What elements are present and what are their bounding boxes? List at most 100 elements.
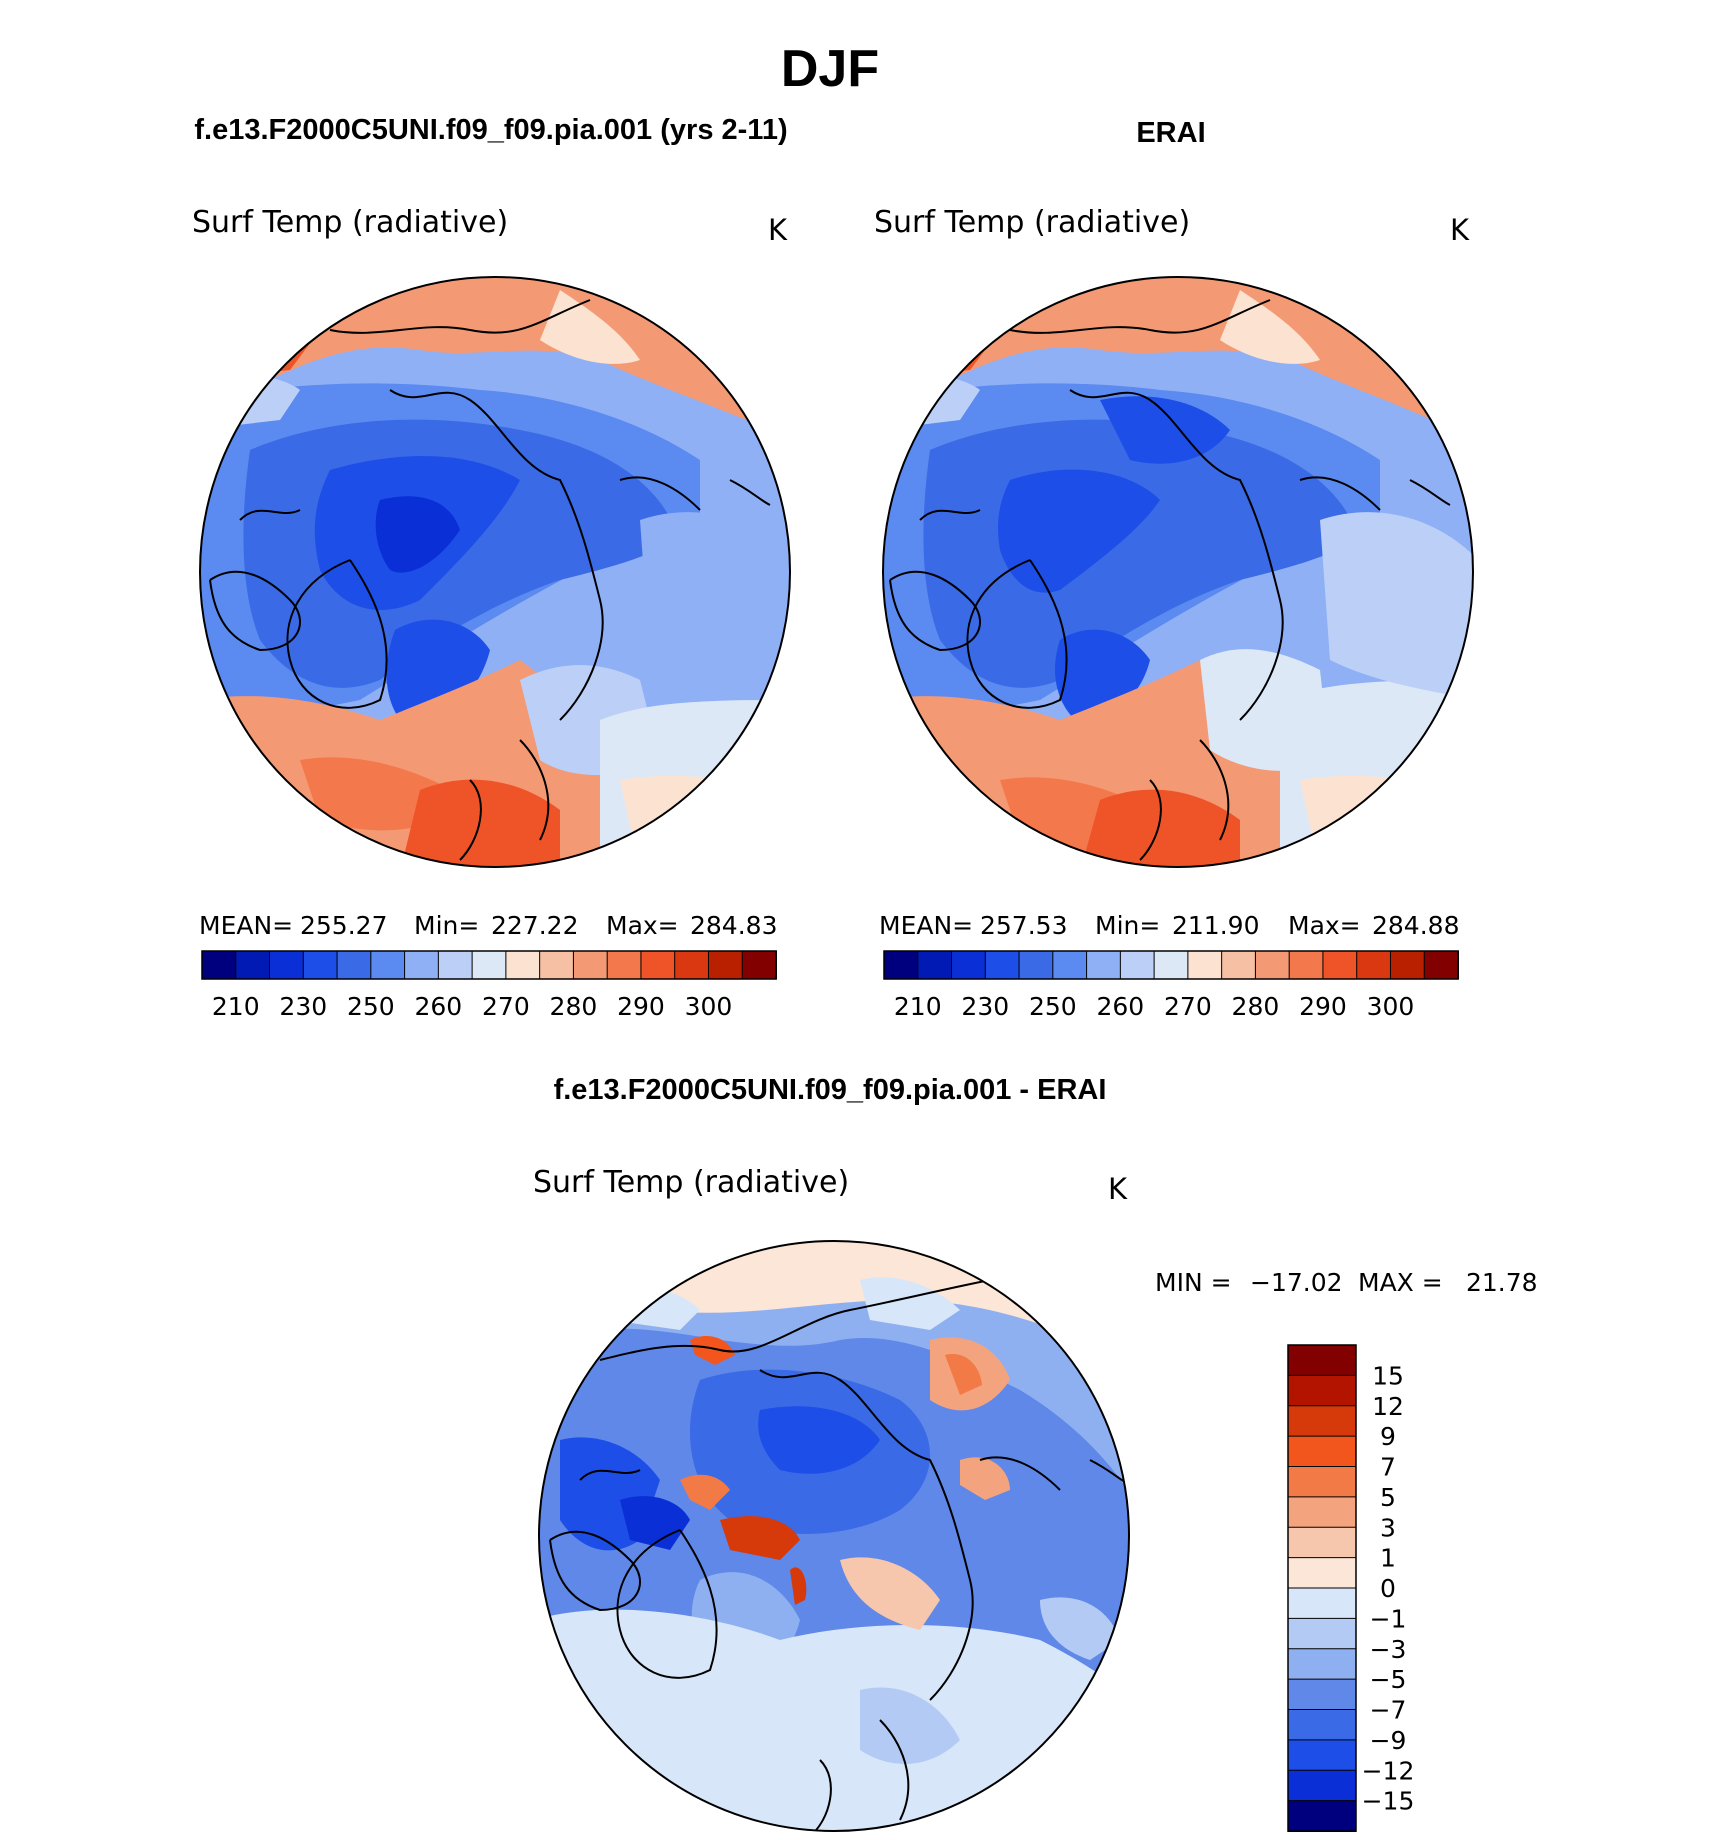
colorbar-tick-label: 7 bbox=[1380, 1453, 1396, 1482]
colorbar-swatch bbox=[572, 950, 609, 980]
obs-panel-header: ERAI bbox=[1136, 117, 1205, 149]
colorbar-swatch bbox=[1287, 1526, 1357, 1559]
colorbar-swatch bbox=[707, 950, 744, 980]
colorbar-swatch bbox=[606, 950, 642, 980]
colorbar-swatch bbox=[1423, 950, 1459, 980]
colorbar-tick-label: 270 bbox=[1164, 992, 1212, 1021]
model-mean-value: 255.27 bbox=[300, 911, 387, 940]
colorbar-tick-label: −12 bbox=[1362, 1756, 1415, 1785]
colorbar-tick-label: 230 bbox=[961, 992, 1009, 1021]
colorbar-tick-label: −5 bbox=[1370, 1665, 1407, 1694]
model-max-label: Max= bbox=[606, 911, 679, 940]
model-polar-map bbox=[199, 276, 791, 868]
colorbar-tick-label: 250 bbox=[1029, 992, 1077, 1021]
figure-title: DJF bbox=[781, 40, 879, 98]
colorbar-swatch bbox=[336, 950, 372, 980]
model-colorbar bbox=[201, 950, 777, 980]
colorbar-tick-label: −9 bbox=[1370, 1726, 1407, 1755]
colorbar-frame bbox=[883, 950, 1459, 980]
colorbar-swatch bbox=[302, 950, 339, 980]
colorbar-swatch bbox=[1287, 1617, 1357, 1650]
colorbar-tick-label: 12 bbox=[1372, 1392, 1404, 1421]
obs-polar-map bbox=[882, 276, 1474, 868]
colorbar-tick-label: −15 bbox=[1362, 1787, 1415, 1816]
colorbar-swatch bbox=[640, 950, 676, 980]
obs-max-label: Max= bbox=[1288, 911, 1361, 940]
colorbar-tick-label: −3 bbox=[1370, 1635, 1407, 1664]
colorbar-swatch bbox=[370, 950, 406, 980]
colorbar-swatch bbox=[235, 950, 271, 980]
colorbar-tick-label: 210 bbox=[894, 992, 942, 1021]
colorbar-swatch bbox=[951, 950, 987, 980]
colorbar-swatch bbox=[1287, 1405, 1357, 1438]
colorbar-swatch bbox=[1287, 1709, 1357, 1741]
colorbar-tick-label: 300 bbox=[685, 992, 733, 1021]
diff-max-label: MAX = bbox=[1358, 1268, 1443, 1297]
colorbar-swatch bbox=[1287, 1496, 1357, 1529]
diff-colorbar bbox=[1287, 1344, 1357, 1833]
colorbar-swatch bbox=[1187, 950, 1223, 980]
colorbar-swatch bbox=[269, 950, 305, 980]
colorbar-swatch bbox=[1287, 1374, 1357, 1407]
colorbar-swatch bbox=[1287, 1557, 1357, 1590]
colorbar-tick-label: −1 bbox=[1370, 1604, 1407, 1633]
model-max-value: 284.83 bbox=[690, 911, 777, 940]
colorbar-frame bbox=[201, 950, 777, 980]
diff-max-value: 21.78 bbox=[1466, 1268, 1538, 1297]
colorbar-swatch bbox=[201, 950, 237, 980]
colorbar-swatch bbox=[1287, 1739, 1357, 1772]
colorbar-swatch bbox=[539, 950, 575, 980]
obs-stats: MEAN= 257.53 Min= 211.90 Max= 284.88 bbox=[879, 911, 1459, 940]
colorbar-swatch bbox=[505, 950, 541, 980]
colorbar-swatch bbox=[404, 950, 440, 980]
colorbar-swatch bbox=[1287, 1678, 1357, 1711]
obs-min-label: Min= bbox=[1095, 911, 1160, 940]
diff-units-label: K bbox=[1108, 1172, 1128, 1206]
colorbar-swatch bbox=[1356, 950, 1392, 980]
colorbar-tick-label: 260 bbox=[414, 992, 462, 1021]
colorbar-swatch bbox=[1153, 950, 1189, 980]
diff-minmax: MIN = −17.02 MAX = 21.78 bbox=[1155, 1268, 1538, 1297]
diff-min-value: −17.02 bbox=[1250, 1268, 1343, 1297]
diff-variable-label: Surf Temp (radiative) bbox=[533, 1165, 849, 1200]
obs-min-value: 211.90 bbox=[1172, 911, 1259, 940]
colorbar-swatch bbox=[1254, 950, 1291, 980]
colorbar-tick-label: 3 bbox=[1380, 1513, 1396, 1542]
colorbar-tick-label: 250 bbox=[347, 992, 395, 1021]
colorbar-tick-label: 280 bbox=[550, 992, 598, 1021]
colorbar-tick-label: −7 bbox=[1370, 1696, 1407, 1725]
colorbar-tick-label: 210 bbox=[212, 992, 260, 1021]
colorbar-tick-label: 300 bbox=[1367, 992, 1415, 1021]
colorbar-tick-label: 230 bbox=[279, 992, 327, 1021]
colorbar-swatch bbox=[741, 950, 777, 980]
model-variable-label: Surf Temp (radiative) bbox=[192, 205, 508, 240]
diff-polar-map bbox=[538, 1240, 1130, 1832]
obs-mean-value: 257.53 bbox=[980, 911, 1067, 940]
diff-panel-header: f.e13.F2000C5UNI.f09_f09.pia.001 - ERAI bbox=[554, 1074, 1107, 1106]
colorbar-swatch bbox=[1287, 1587, 1357, 1620]
colorbar-swatch bbox=[1287, 1800, 1357, 1833]
colorbar-swatch bbox=[1052, 950, 1088, 980]
colorbar-tick-label: 15 bbox=[1372, 1361, 1404, 1390]
colorbar-tick-label: 0 bbox=[1380, 1574, 1396, 1603]
colorbar-swatch bbox=[1018, 950, 1054, 980]
colorbar-swatch bbox=[1322, 950, 1358, 980]
colorbar-swatch bbox=[1288, 950, 1324, 980]
obs-units-label: K bbox=[1450, 213, 1470, 247]
colorbar-tick-label: 290 bbox=[617, 992, 665, 1021]
diff-min-label: MIN = bbox=[1155, 1268, 1232, 1297]
colorbar-tick-label: 1 bbox=[1380, 1544, 1396, 1573]
obs-max-value: 284.88 bbox=[1372, 911, 1459, 940]
colorbar-swatch bbox=[1221, 950, 1257, 980]
colorbar-swatch bbox=[674, 950, 710, 980]
colorbar-swatch bbox=[1119, 950, 1156, 980]
model-min-value: 227.22 bbox=[491, 911, 578, 940]
colorbar-swatch bbox=[917, 950, 953, 980]
colorbar-tick-label: 280 bbox=[1232, 992, 1280, 1021]
colorbar-frame bbox=[1287, 1344, 1357, 1832]
obs-colorbar-ticks: 210 230 250 260 270 280 290 300 bbox=[894, 992, 1414, 1021]
colorbar-tick-label: 5 bbox=[1380, 1483, 1396, 1512]
colorbar-swatch bbox=[1287, 1435, 1357, 1468]
